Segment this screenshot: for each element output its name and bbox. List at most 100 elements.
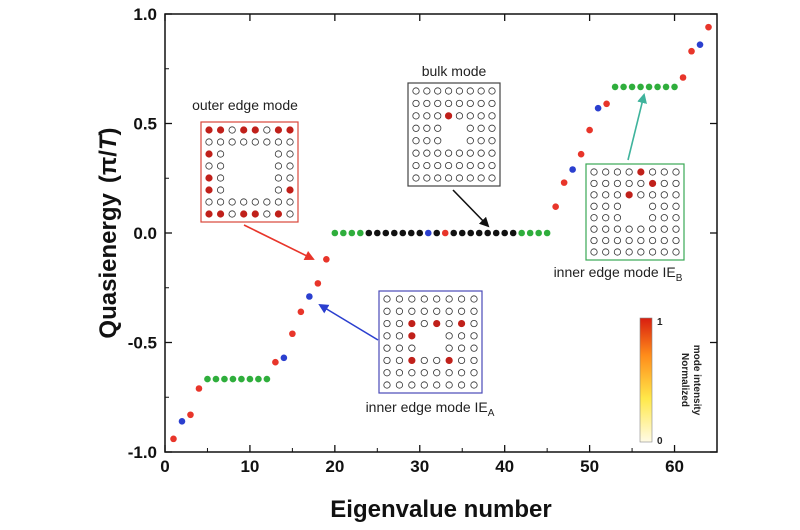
data-point	[688, 47, 695, 55]
lattice-site-active	[205, 186, 213, 194]
lattice-site	[625, 225, 633, 233]
lattice-site	[457, 332, 466, 340]
annotation-outer-edge-mode: outer edge mode	[192, 97, 298, 113]
lattice-site	[602, 168, 610, 176]
data-point	[628, 83, 636, 91]
lattice-site	[423, 174, 431, 182]
lattice-site	[205, 198, 213, 206]
lattice-site	[470, 307, 478, 315]
data-point	[586, 126, 593, 134]
lattice-site	[672, 248, 680, 256]
lattice-site	[672, 214, 680, 222]
data-point	[492, 229, 500, 237]
lattice-site	[457, 295, 466, 303]
lattice-site	[216, 174, 225, 182]
lattice-site	[590, 236, 598, 245]
inset-inner-edge-mode-a	[378, 290, 483, 394]
data-point	[526, 229, 534, 237]
lattice-site-active	[274, 126, 283, 134]
arrow-bulk	[452, 189, 490, 228]
data-point	[475, 229, 483, 237]
lattice-site	[602, 179, 610, 188]
lattice-site	[412, 124, 420, 132]
data-point	[221, 375, 228, 383]
lattice-site	[590, 191, 598, 199]
lattice-site	[648, 202, 657, 210]
lattice-site	[420, 307, 428, 315]
arrow-inner-edge-a	[318, 303, 379, 341]
data-point	[314, 280, 322, 287]
y-axis-label-main: Quasienergy	[95, 193, 122, 339]
lattice-site	[444, 99, 453, 108]
lattice-site	[672, 179, 680, 188]
data-point	[365, 229, 373, 237]
lattice-site	[625, 236, 633, 245]
lattice-site	[625, 248, 633, 256]
lattice-site	[434, 99, 442, 108]
lattice-site-active	[648, 179, 657, 188]
lattice-site-active	[286, 186, 294, 194]
lattice-site	[660, 191, 668, 199]
data-point	[552, 203, 559, 211]
lattice-site	[251, 198, 259, 206]
lattice-site	[613, 248, 622, 256]
lattice-site	[457, 307, 466, 315]
x-tick-label: 20	[325, 457, 344, 476]
lattice-site	[457, 381, 466, 389]
data-point	[484, 229, 492, 237]
lattice-site	[672, 202, 680, 210]
data-point	[382, 229, 390, 237]
annotation-inner-edge-mode-a: inner edge mode IEA	[366, 399, 495, 419]
lattice-site	[433, 295, 441, 303]
y-tick-labels: -1.0 -0.5 0.0 0.5 1.0	[128, 5, 157, 462]
lattice-site	[383, 381, 391, 389]
lattice-site	[412, 137, 420, 145]
y-tick-label: -1.0	[128, 443, 157, 462]
lattice-site	[445, 332, 453, 340]
lattice-site	[455, 87, 464, 95]
lattice-site	[660, 225, 668, 233]
lattice-site	[488, 161, 496, 170]
lattice-site	[488, 124, 496, 132]
lattice-site	[286, 174, 294, 182]
lattice-site	[383, 369, 391, 377]
lattice-site	[445, 369, 453, 377]
lattice-site	[408, 295, 416, 303]
lattice-site	[228, 138, 236, 146]
lattice-site	[466, 87, 474, 95]
lattice-site	[488, 174, 496, 182]
lattice-site	[420, 369, 428, 377]
data-point	[569, 166, 576, 173]
data-point	[501, 229, 508, 237]
y-tick-label: 1.0	[133, 5, 157, 24]
lattice-site	[457, 369, 466, 377]
lattice-site-active	[240, 210, 248, 218]
y-tick-label: 0.0	[133, 224, 157, 243]
lattice-site	[433, 381, 441, 389]
lattice-site	[477, 99, 485, 108]
lattice-site	[477, 174, 485, 182]
data-point	[229, 375, 237, 383]
lattice-site	[470, 332, 478, 340]
data-point	[603, 100, 610, 108]
lattice-site	[395, 344, 404, 352]
lattice-site	[286, 150, 294, 158]
lattice-site	[263, 126, 271, 134]
data-point	[263, 375, 271, 383]
lattice-site	[205, 138, 213, 146]
lattice-site	[590, 168, 598, 176]
annotation-bulk-mode: bulk mode	[422, 63, 487, 79]
data-point	[433, 229, 441, 237]
lattice-site	[412, 112, 420, 120]
data-point	[560, 179, 568, 186]
data-point	[187, 411, 194, 419]
lattice-site	[420, 295, 428, 303]
y-axis-label-unit-close: )	[95, 127, 122, 135]
lattice-site	[613, 225, 622, 233]
data-point	[399, 229, 407, 237]
lattice-site	[590, 248, 598, 256]
lattice-site	[613, 168, 622, 176]
lattice-site	[216, 150, 225, 158]
lattice-site	[205, 162, 213, 170]
x-tick-labels: 0 10 20 30 40 50 60	[160, 457, 684, 476]
